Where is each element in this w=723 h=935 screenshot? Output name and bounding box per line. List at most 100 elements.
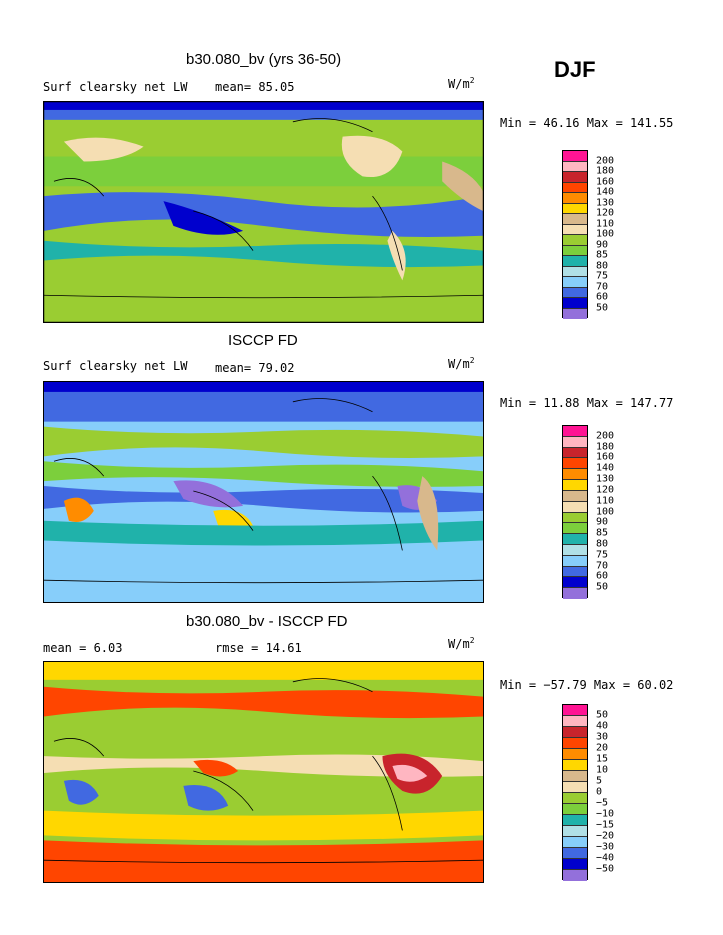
colorbar-swatch [563,588,587,599]
panel-1-units: W/m2 [448,76,475,91]
colorbar-level-label: −5 [596,797,609,809]
panel-2-title: ISCCP FD [228,332,298,349]
colorbar-swatch [563,837,587,848]
colorbar-level-label: 160 [596,176,615,187]
colorbar-swatch [563,266,587,277]
panel-2-mean-label: mean= 79.02 [215,361,295,375]
colorbar-level-label: 130 [596,473,615,485]
colorbar-swatch [563,826,587,837]
panel-3-units: W/m2 [448,636,475,651]
colorbar-swatch [563,245,587,256]
colorbar-level-label: 140 [596,186,615,198]
colorbar-level-label: 80 [596,538,609,550]
panel-1-title: b30.080_bv (yrs 36-50) [186,51,342,68]
colorbar-swatch [563,705,587,716]
colorbar-swatch [563,182,587,193]
colorbar-swatch [563,804,587,815]
colorbar-swatch [563,277,587,288]
colorbar-level-label: 90 [596,516,609,528]
colorbar-swatch [563,203,587,214]
colorbar-swatch [563,480,587,491]
panel-1-field-label: Surf clearsky net LW [43,80,188,94]
panel-2-map [43,381,484,603]
colorbar-swatch [563,512,587,524]
colorbar-swatch [563,426,587,437]
panel-3-rmse-label: rmse = 14.61 [215,641,302,655]
colorbar-swatch [563,815,587,826]
colorbar-swatch [563,151,587,162]
panel-3-min-max: Min = −57.79 Max = 60.02 [500,678,674,692]
colorbar-swatch [563,870,587,881]
colorbar-swatch [563,193,587,204]
colorbar-level-label: 60 [596,570,609,582]
colorbar-swatch [563,172,587,183]
colorbar-swatch [563,716,587,727]
colorbar-swatch [563,782,587,793]
colorbar-level-label: 20 [596,742,609,754]
colorbar-level-label: 60 [596,291,609,303]
colorbar-level-label: 90 [596,239,609,250]
colorbar-swatch [563,848,587,859]
colorbar-level-label: 120 [596,207,615,219]
colorbar-level-label: 200 [596,155,615,166]
panel-2-min-max: Min = 11.88 Max = 147.77 [500,396,674,410]
colorbar-swatch [563,534,587,545]
colorbar-swatch [563,458,587,470]
colorbar-swatch [563,793,587,804]
colorbar-swatch [563,738,587,749]
colorbar-level-label: 160 [596,451,615,463]
colorbar-swatch [563,566,587,578]
colorbar-swatch [563,298,587,309]
colorbar-level-label: 50 [596,581,609,593]
colorbar-swatch [563,749,587,760]
colorbar-swatch [563,308,587,319]
colorbar-level-label: 10 [596,764,609,776]
colorbar-swatch [563,859,587,870]
colorbar-level-label: 40 [596,720,609,732]
colorbar-level-label: 70 [596,560,609,572]
colorbar-level-label: 30 [596,731,609,743]
colorbar-swatch [563,501,587,513]
colorbar-level-label: 85 [596,527,609,539]
colorbar-swatch [563,577,587,589]
panel-3-mean-label: mean = 6.03 [43,641,123,655]
colorbar-swatch [563,555,587,567]
panel-1-min-max: Min = 46.16 Max = 141.55 [500,116,674,130]
colorbar-level-label: −15 [596,819,615,831]
colorbar-level-label: 70 [596,281,609,292]
colorbar-level-label: 85 [596,249,609,261]
panel-2-units: W/m2 [448,356,475,371]
colorbar-swatch [563,436,587,448]
colorbar-level-label: 75 [596,549,609,561]
colorbar-swatch [563,447,587,459]
colorbar-level-label: −10 [596,808,615,820]
colorbar-swatch [563,214,587,225]
colorbar-swatch [563,523,587,535]
colorbar-level-label: 5 [596,775,603,787]
colorbar-swatch [563,760,587,771]
colorbar-level-label: −20 [596,830,615,842]
season-label: DJF [554,57,596,82]
colorbar-level-label: −50 [596,863,615,875]
colorbar-level-label: −30 [596,841,615,853]
panel-3-title: b30.080_bv - ISCCP FD [186,613,348,630]
panel-2-colorbar [562,425,588,599]
colorbar-swatch [563,256,587,267]
colorbar-level-label: 50 [596,302,609,313]
colorbar-swatch [563,224,587,235]
panel-1-map [43,101,484,323]
colorbar-level-label: 130 [596,197,615,208]
colorbar-swatch [563,771,587,782]
panel-1-mean-label: mean= 85.05 [215,80,295,94]
colorbar-level-label: 100 [596,228,615,240]
colorbar-swatch [563,161,587,172]
colorbar-level-label: −40 [596,852,615,864]
colorbar-level-label: 140 [596,462,615,474]
colorbar-swatch [563,235,587,246]
panel-2-field-label: Surf clearsky net LW [43,359,188,373]
colorbar-level-label: 50 [596,709,609,721]
colorbar-swatch [563,727,587,738]
colorbar-level-label: 110 [596,495,615,507]
colorbar-level-label: 180 [596,441,615,453]
colorbar-swatch [563,490,587,502]
